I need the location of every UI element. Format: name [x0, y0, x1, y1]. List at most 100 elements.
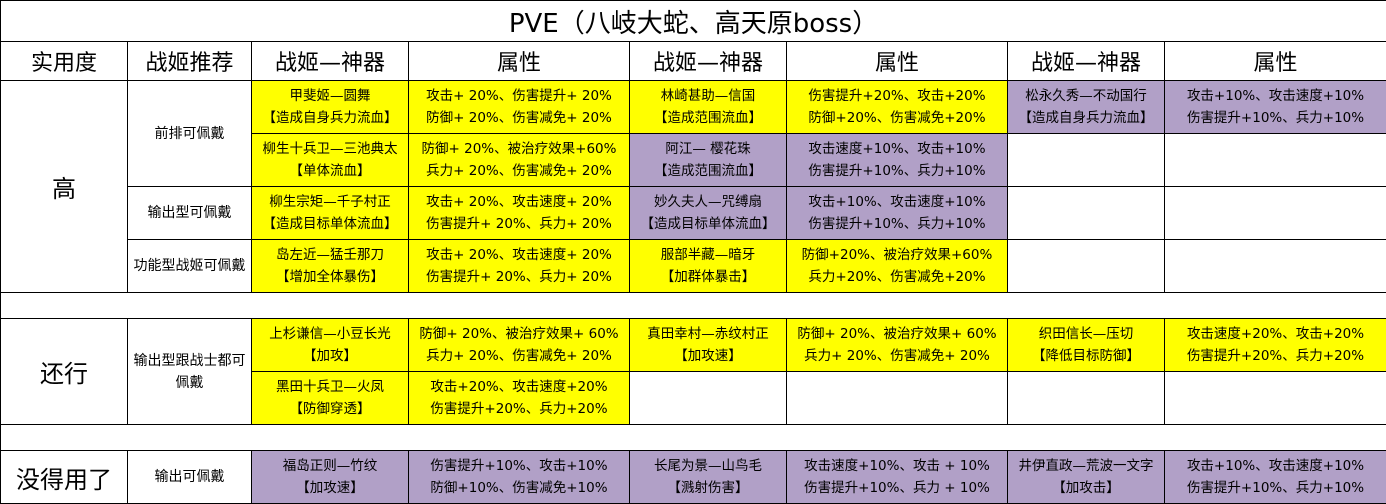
attr-cell-line: 伤害提升+10%、兵力 + 10%	[804, 480, 990, 496]
attr-cell-line: 伤害提升+10%、兵力+10%	[808, 163, 986, 179]
pair-cell-line: 【降低目标防御】	[1032, 348, 1140, 364]
pair-cell: 上杉谦信—小豆长光 【加攻】	[251, 318, 409, 372]
pair-cell-line: 【加攻击】	[1052, 480, 1120, 496]
attr-cell-line: 防御+ 20%、被治疗效果+60%	[421, 141, 617, 157]
attr-cell: 攻击+10%、攻击速度+10% 伤害提升+10%、兵力+10%	[786, 186, 1008, 240]
empty-cell	[1007, 133, 1165, 187]
empty-cell	[1163, 133, 1386, 187]
attr-cell: 防御+ 20%、被治疗效果+ 60% 兵力+ 20%、伤害减免+ 20%	[786, 318, 1008, 372]
table-row: 柳生十兵卫—三池典太 【单体流血】 防御+ 20%、被治疗效果+60% 兵力+ 20%…	[1, 133, 1386, 187]
attr-cell-line: 兵力+ 20%、伤害减免+ 20%	[426, 163, 612, 179]
pair-cell-line: 【加攻速】	[674, 348, 742, 364]
pair-cell-line: 松永久秀—不动国行	[1025, 88, 1147, 104]
pair-cell: 黑田十兵卫—火凤 【防御穿透】	[251, 371, 409, 425]
attr-cell: 攻击+ 20%、攻击速度+ 20% 伤害提升+ 20%、兵力+ 20%	[408, 186, 630, 240]
pair-cell-line: 井伊直政—荒波一文字	[1018, 458, 1154, 474]
pair-cell: 岛左近—猛壬那刀 【增加全体暴伤】	[251, 239, 409, 293]
attr-cell: 攻击+ 20%、伤害提升+ 20% 防御+ 20%、伤害减免+ 20%	[408, 80, 630, 134]
attr-cell-line: 攻击+10%、攻击速度+10%	[808, 194, 986, 210]
pair-cell: 甲斐姬—圆舞 【造成自身兵力流血】	[251, 80, 409, 134]
spacer-cell	[0, 292, 1386, 319]
empty-cell	[1007, 186, 1165, 240]
attr-cell: 攻击+10%、攻击速度+10% 伤害提升+10%、兵力+10%	[1163, 450, 1386, 504]
empty-cell	[1007, 371, 1165, 425]
pair-cell-line: 福岛正则—竹纹	[282, 458, 378, 474]
pair-cell-line: 【增加全体暴伤】	[276, 269, 384, 285]
pair-cell-line: 织田信长—压切	[1038, 326, 1134, 342]
attr-cell: 伤害提升+20%、攻击+20% 防御+20%、伤害减免+20%	[786, 80, 1008, 134]
empty-cell	[786, 371, 1008, 425]
attr-cell-line: 攻击速度+20%、攻击+20%	[1186, 326, 1365, 342]
pair-cell-line: 【加攻】	[303, 348, 357, 364]
spacer-cell	[0, 424, 1386, 451]
attr-cell-line: 防御+ 20%、被治疗效果+ 60%	[797, 326, 997, 342]
pair-cell-line: 【造成目标单体流血】	[262, 216, 398, 232]
attr-cell-line: 攻击+10%、攻击速度+10%	[1186, 88, 1365, 104]
pair-cell: 井伊直政—荒波一文字 【加攻击】	[1007, 450, 1165, 504]
attr-cell: 攻击速度+20%、攻击+20% 伤害提升+20%、兵力+20%	[1163, 318, 1386, 372]
pair-cell: 妙久夫人—咒缚扇 【造成目标单体流血】	[629, 186, 787, 240]
header-pair-3: 战姬—神器	[1007, 41, 1165, 81]
attr-cell: 防御+ 20%、被治疗效果+ 60% 兵力+ 20%、伤害减免+ 20%	[408, 318, 630, 372]
pair-cell: 林崎甚助—信国 【造成范围流血】	[629, 80, 787, 134]
pair-cell-line: 柳生十兵卫—三池典太	[262, 141, 398, 157]
attr-cell-line: 防御+10%、伤害减免+10%	[430, 480, 608, 496]
table-row: 功能型战姬可佩戴 岛左近—猛壬那刀 【增加全体暴伤】 攻击+ 20%、攻击速度+ 20…	[1, 239, 1386, 293]
category-label: 功能型战姬可佩戴	[127, 239, 252, 293]
header-pair-2: 战姬—神器	[629, 41, 787, 81]
header-practicality: 实用度	[0, 41, 128, 81]
empty-cell	[1163, 239, 1386, 293]
attr-cell-line: 伤害提升+10%、兵力+10%	[1186, 110, 1365, 126]
table-row: 输出型可佩戴 柳生宗矩—千子村正 【造成目标单体流血】 攻击+ 20%、攻击速度+ 2…	[1, 186, 1386, 240]
level-label: 还行	[0, 318, 128, 425]
attr-cell-line: 防御+20%、被治疗效果+60%	[801, 247, 993, 263]
category-label: 前排可佩戴	[127, 80, 252, 187]
header-pair-1: 战姬—神器	[251, 41, 409, 81]
attr-cell: 攻击+10%、攻击速度+10% 伤害提升+10%、兵力+10%	[1163, 80, 1386, 134]
attr-cell-line: 伤害提升+ 20%、兵力+ 20%	[426, 269, 612, 285]
pair-cell: 服部半藏—暗牙 【加群体暴击】	[629, 239, 787, 293]
pair-cell-line: 柳生宗矩—千子村正	[269, 194, 391, 210]
page-title: PVE（八岐大蛇、高天原boss）	[0, 0, 1386, 42]
empty-cell	[1163, 371, 1386, 425]
attr-cell-line: 防御+ 20%、伤害减免+ 20%	[426, 110, 612, 126]
attr-cell-line: 伤害提升+ 20%、兵力+ 20%	[426, 216, 612, 232]
level-label: 高	[0, 80, 128, 293]
attr-cell-line: 伤害提升+20%、兵力+20%	[430, 401, 608, 417]
table-row: 没得用了 输出可佩戴 福岛正则—竹纹 【加攻速】 伤害提升+10%、攻击+10% 防御+1…	[0, 450, 1386, 504]
pair-cell-line: 黑田十兵卫—火凤	[276, 379, 384, 395]
pair-cell-line: 【造成范围流血】	[654, 110, 762, 126]
category-label: 输出型跟战士都可佩戴	[127, 318, 252, 425]
attr-cell-line: 伤害提升+10%、兵力+10%	[1186, 480, 1365, 496]
header-attr-1: 属性	[408, 41, 630, 81]
pair-cell-line: 【造成目标单体流血】	[640, 216, 776, 232]
table-row: 还行 输出型跟战士都可佩戴 上杉谦信—小豆长光 【加攻】 防御+ 20%、被治疗效果+ …	[0, 318, 1386, 425]
pair-cell-line: 【单体流血】	[289, 163, 371, 179]
empty-cell	[629, 371, 787, 425]
pair-cell-line: 长尾为景—山鸟毛	[654, 458, 762, 474]
header-attr-2: 属性	[786, 41, 1008, 81]
attr-cell: 防御+ 20%、被治疗效果+60% 兵力+ 20%、伤害减免+ 20%	[408, 133, 630, 187]
attr-cell: 防御+20%、被治疗效果+60% 兵力+20%、伤害减免+20%	[786, 239, 1008, 293]
attr-cell: 攻击速度+10%、攻击 + 10% 伤害提升+10%、兵力 + 10%	[786, 450, 1008, 504]
table-row: 高前排可佩戴 甲斐姬—圆舞 【造成自身兵力流血】 攻击+ 20%、伤害提升+ 20% 防…	[0, 80, 1386, 293]
attr-cell-line: 攻击+20%、攻击速度+20%	[430, 379, 608, 395]
pair-cell: 织田信长—压切 【降低目标防御】	[1007, 318, 1165, 372]
attr-cell-line: 伤害提升+20%、攻击+20%	[808, 88, 986, 104]
attr-cell-line: 伤害提升+10%、攻击+10%	[430, 458, 608, 474]
attr-cell-line: 攻击+10%、攻击速度+10%	[1186, 458, 1365, 474]
pair-cell-line: 岛左近—猛壬那刀	[276, 247, 384, 263]
pair-cell-line: 【造成自身兵力流血】	[1018, 110, 1154, 126]
attr-cell-line: 攻击+ 20%、伤害提升+ 20%	[426, 88, 612, 104]
pair-cell: 长尾为景—山鸟毛 【溅射伤害】	[629, 450, 787, 504]
empty-cell	[1007, 239, 1165, 293]
pair-cell-line: 【造成自身兵力流血】	[262, 110, 398, 126]
attr-cell-line: 攻击速度+10%、攻击+10%	[808, 141, 986, 157]
pair-cell-line: 【溅射伤害】	[667, 480, 749, 496]
category-label: 输出型可佩戴	[127, 186, 252, 240]
pair-cell-line: 阿江— 樱花珠	[665, 141, 751, 157]
table-row: 黑田十兵卫—火凤 【防御穿透】 攻击+20%、攻击速度+20% 伤害提升+20%、兵力…	[1, 371, 1386, 425]
attr-cell: 攻击+20%、攻击速度+20% 伤害提升+20%、兵力+20%	[408, 371, 630, 425]
spacer-row	[0, 292, 1386, 319]
